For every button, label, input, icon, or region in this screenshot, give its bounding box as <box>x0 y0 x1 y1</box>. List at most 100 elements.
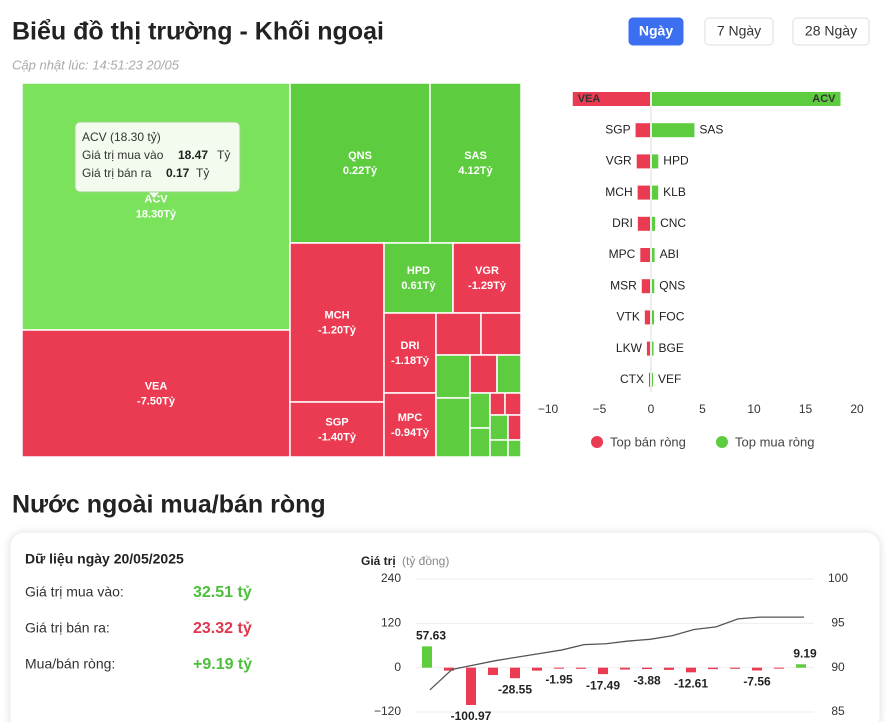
tooltip-pointer <box>146 191 162 200</box>
bar <box>652 216 656 231</box>
summary-value: +9.19 tỷ <box>193 656 252 673</box>
tile-name: MPC <box>398 412 423 424</box>
tile-value: -1.20Tỷ <box>318 324 357 336</box>
y2-tick-label: 100 <box>828 571 848 585</box>
bar-name: MPC <box>609 247 636 261</box>
bar <box>774 667 784 669</box>
bar <box>652 248 655 262</box>
y-tick-label: 240 <box>381 571 401 585</box>
minor-tile <box>489 392 506 416</box>
bar <box>572 92 650 106</box>
bar <box>796 664 806 668</box>
treemap-tile <box>452 242 522 314</box>
bar-name: VEF <box>658 372 681 386</box>
bar <box>652 92 841 106</box>
x-tick-label: −5 <box>593 402 607 416</box>
bar-name: ACV <box>812 93 836 105</box>
bar-value-label: -100.97 <box>451 709 492 722</box>
bar <box>620 667 630 670</box>
bar-value-label: -17.49 <box>586 678 620 692</box>
legend-label: Top bán ròng <box>610 434 686 449</box>
bar <box>640 248 650 262</box>
tab-button[interactable] <box>704 17 774 46</box>
bar <box>635 123 650 138</box>
minor-tile <box>496 354 522 394</box>
bar <box>708 667 718 670</box>
bar-name: BGE <box>659 341 684 355</box>
bar-name: DRI <box>612 216 633 230</box>
treemap-tile <box>429 82 522 244</box>
bar <box>664 667 674 670</box>
bar-name: FOC <box>659 310 685 324</box>
updated-time: Cập nhật lúc: 14:51:23 20/05 <box>12 57 180 72</box>
minor-tile <box>480 312 522 356</box>
summary-value: 23.32 tỷ <box>193 620 252 637</box>
y-axis-unit: (tỷ đồng) <box>402 554 449 568</box>
bar-value-label: -7.56 <box>743 675 771 689</box>
minor-tile <box>469 354 498 394</box>
legend-label: Top mua ròng <box>735 434 815 449</box>
tile-name: SGP <box>325 416 348 428</box>
bar <box>648 372 650 387</box>
bar <box>637 185 650 200</box>
bar <box>730 667 740 669</box>
tooltip-unit: Tỷ <box>196 166 209 180</box>
tile-value: 0.22Tỷ <box>343 165 378 177</box>
bar-name: MCH <box>605 185 632 199</box>
bar-name: VTK <box>617 310 640 324</box>
minor-tile <box>507 439 522 458</box>
minor-tile <box>469 427 491 458</box>
treemap-tile <box>383 312 437 394</box>
y-tick-label: 0 <box>394 660 401 674</box>
y-tick-label: 120 <box>381 616 401 630</box>
tab-label[interactable]: 7 Ngày <box>717 23 761 39</box>
tooltip-label: Giá trị bán ra <box>82 166 152 180</box>
bar <box>652 310 655 325</box>
bar-name: HPD <box>663 154 689 168</box>
summary-title: Dữ liệu ngày 20/05/2025 <box>25 551 184 567</box>
summary-label: Giá trị mua vào: <box>25 584 124 600</box>
tooltip-value: 0.17 <box>166 166 190 180</box>
tile-value: -1.29Tỷ <box>468 280 507 292</box>
x-tick-label: 0 <box>648 402 655 416</box>
minor-tile <box>469 392 491 429</box>
tab-label[interactable]: Ngày <box>639 23 673 39</box>
bar <box>642 667 652 670</box>
bar <box>752 667 762 671</box>
tile-value: 0.61Tỷ <box>401 280 436 292</box>
tab-label[interactable]: 28 Ngày <box>805 23 857 39</box>
bar-value-label: -12.61 <box>674 676 708 690</box>
bar-value-label: -3.88 <box>633 673 661 687</box>
bar <box>598 667 608 675</box>
minor-tile <box>489 439 509 458</box>
summary-label: Giá trị bán ra: <box>25 620 110 636</box>
bar <box>652 372 654 387</box>
section-title: Nước ngoài mua/bán ròng <box>12 491 326 519</box>
tab-button[interactable] <box>628 17 684 46</box>
minor-tile <box>507 414 522 441</box>
bar-name: KLB <box>663 185 686 199</box>
bar-name: ABI <box>660 247 679 261</box>
treemap-tile <box>289 242 385 403</box>
bar-value-label: -1.95 <box>545 673 573 687</box>
tile-name: MCH <box>324 309 349 321</box>
treemap-tile <box>289 82 431 244</box>
tab-button[interactable] <box>792 17 870 46</box>
bar-name: LKW <box>616 341 643 355</box>
tile-value: -1.18Tỷ <box>391 355 430 367</box>
bar-name: VGR <box>606 154 632 168</box>
bar-name: CNC <box>660 216 686 230</box>
bar <box>488 667 498 676</box>
minor-tile <box>435 354 471 399</box>
bar <box>652 185 659 200</box>
bar <box>637 216 650 231</box>
tooltip-title: ACV (18.30 tỷ) <box>82 130 161 144</box>
bar <box>652 154 659 169</box>
tile-name: DRI <box>401 340 420 352</box>
minor-tile <box>435 312 482 356</box>
bar-name: VEA <box>578 93 601 105</box>
bar-name: SAS <box>699 122 723 136</box>
x-tick-label: −10 <box>538 402 559 416</box>
bar <box>652 123 695 138</box>
